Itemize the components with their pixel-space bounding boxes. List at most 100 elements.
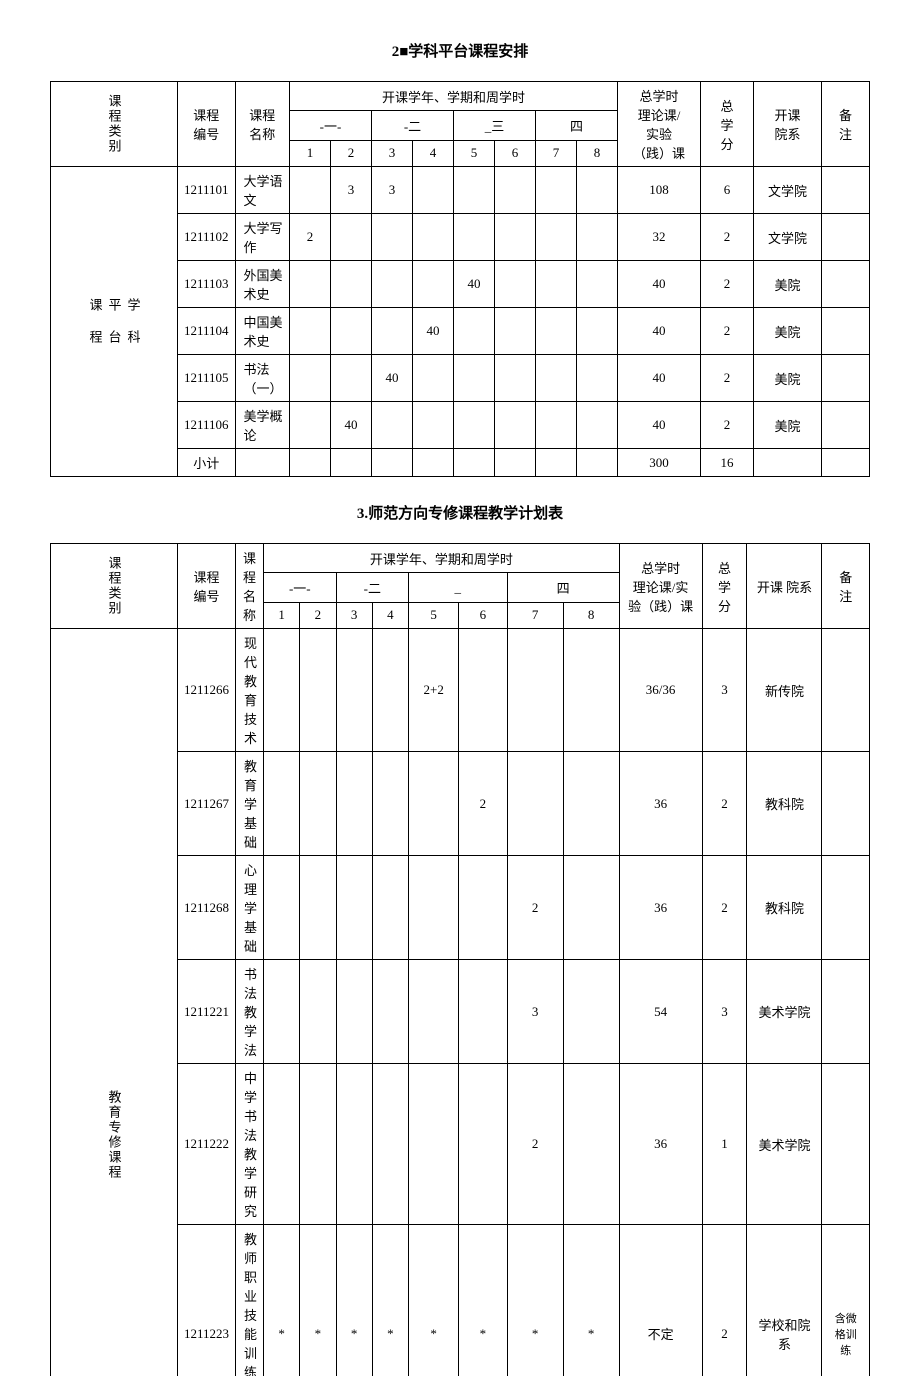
value-cell — [336, 752, 372, 856]
value-cell: 3 — [507, 960, 563, 1064]
value-cell: * — [409, 1225, 459, 1376]
name-cell: 大学语文 — [235, 167, 289, 214]
table-row: 教育专修课程1211266现代教育技术2+236/363新传院 — [51, 629, 870, 752]
value-cell — [413, 261, 454, 308]
value-cell — [336, 1064, 372, 1225]
dept-cell: 美院 — [754, 308, 822, 355]
value-cell — [577, 355, 618, 402]
value-cell — [372, 214, 413, 261]
code-cell: 1211266 — [178, 629, 236, 752]
value-cell: * — [264, 1225, 300, 1376]
value-cell — [372, 629, 408, 752]
col-y4: 四 — [507, 573, 619, 602]
value-cell — [372, 856, 408, 960]
dept-cell: 美术学院 — [747, 960, 822, 1064]
code-cell: 1211104 — [178, 308, 236, 355]
code-cell: 1211103 — [178, 261, 236, 308]
dept-cell: 美术学院 — [747, 1064, 822, 1225]
value-cell: * — [300, 1225, 336, 1376]
note-cell — [822, 1064, 870, 1225]
value-cell: 3 — [372, 167, 413, 214]
value-cell — [372, 261, 413, 308]
note-cell — [822, 167, 870, 214]
dept-cell: 新传院 — [747, 629, 822, 752]
value-cell — [563, 856, 619, 960]
value-cell — [577, 167, 618, 214]
value-cell: * — [372, 1225, 408, 1376]
col-s2: 2 — [331, 140, 372, 166]
value-cell: 3 — [331, 167, 372, 214]
value-cell — [331, 308, 372, 355]
value-cell — [264, 856, 300, 960]
name-cell: 中学书法教学研究 — [236, 1064, 264, 1225]
value-cell — [536, 402, 577, 449]
col-y4: 四 — [536, 111, 618, 140]
value-cell — [372, 960, 408, 1064]
total-cell: 40 — [618, 355, 701, 402]
code-cell: 1211106 — [178, 402, 236, 449]
value-cell — [336, 960, 372, 1064]
col-s4: 4 — [413, 140, 454, 166]
credit-cell: 2 — [701, 214, 754, 261]
name-cell: 外国美术史 — [235, 261, 289, 308]
credit-cell: 2 — [701, 261, 754, 308]
code-cell: 1211222 — [178, 1064, 236, 1225]
dept-cell: 教科院 — [747, 856, 822, 960]
note-cell: 含微 格训 练 — [822, 1225, 870, 1376]
col-note: 备 注 — [822, 82, 870, 167]
value-cell — [495, 261, 536, 308]
value-cell — [577, 214, 618, 261]
col-s4: 4 — [372, 602, 408, 628]
value-cell — [336, 856, 372, 960]
value-cell: * — [563, 1225, 619, 1376]
blank-cell — [536, 449, 577, 477]
value-cell — [536, 167, 577, 214]
value-cell — [290, 261, 331, 308]
credit-cell: 3 — [702, 629, 747, 752]
col-name: 课程 名称 — [235, 82, 289, 167]
dept-cell: 美院 — [754, 355, 822, 402]
col-s3: 3 — [372, 140, 413, 166]
value-cell — [454, 308, 495, 355]
section-title-1: 2■学科平台课程安排 — [50, 40, 870, 61]
value-cell — [264, 960, 300, 1064]
col-s6: 6 — [459, 602, 507, 628]
col-code: 课程 编号 — [178, 82, 236, 167]
blank-cell — [822, 449, 870, 477]
credit-cell: 2 — [701, 402, 754, 449]
dept-cell: 教科院 — [747, 752, 822, 856]
note-cell — [822, 214, 870, 261]
dept-cell: 美院 — [754, 402, 822, 449]
col-total: 总学时 理论课/ 实验 （践）课 — [618, 82, 701, 167]
col-credit: 总 学 分 — [702, 544, 747, 629]
value-cell — [454, 214, 495, 261]
code-cell: 1211102 — [178, 214, 236, 261]
name-cell: 教师职业技能训 练与考核 — [236, 1225, 264, 1376]
note-cell — [822, 261, 870, 308]
value-cell — [300, 1064, 336, 1225]
value-cell — [290, 308, 331, 355]
table-row: 学 科 平 台 课 程1211101大学语文331086文学院 — [51, 167, 870, 214]
value-cell: 2 — [507, 856, 563, 960]
blank-cell — [372, 449, 413, 477]
note-cell — [822, 308, 870, 355]
value-cell — [459, 629, 507, 752]
code-cell: 1211101 — [178, 167, 236, 214]
total-cell: 不定 — [619, 1225, 702, 1376]
category-cell: 教育专修课程 — [51, 629, 178, 1376]
value-cell: 40 — [413, 308, 454, 355]
value-cell: * — [459, 1225, 507, 1376]
total-cell: 54 — [619, 960, 702, 1064]
col-total: 总学时 理论课/实 验（践）课 — [619, 544, 702, 629]
value-cell — [290, 402, 331, 449]
col-s7: 7 — [536, 140, 577, 166]
value-cell: 40 — [372, 355, 413, 402]
total-cell: 36 — [619, 856, 702, 960]
code-cell: 1211221 — [178, 960, 236, 1064]
credit-cell: 2 — [702, 1225, 747, 1376]
blank-cell — [235, 449, 289, 477]
value-cell — [507, 629, 563, 752]
col-s3: 3 — [336, 602, 372, 628]
value-cell — [413, 167, 454, 214]
col-s5: 5 — [409, 602, 459, 628]
